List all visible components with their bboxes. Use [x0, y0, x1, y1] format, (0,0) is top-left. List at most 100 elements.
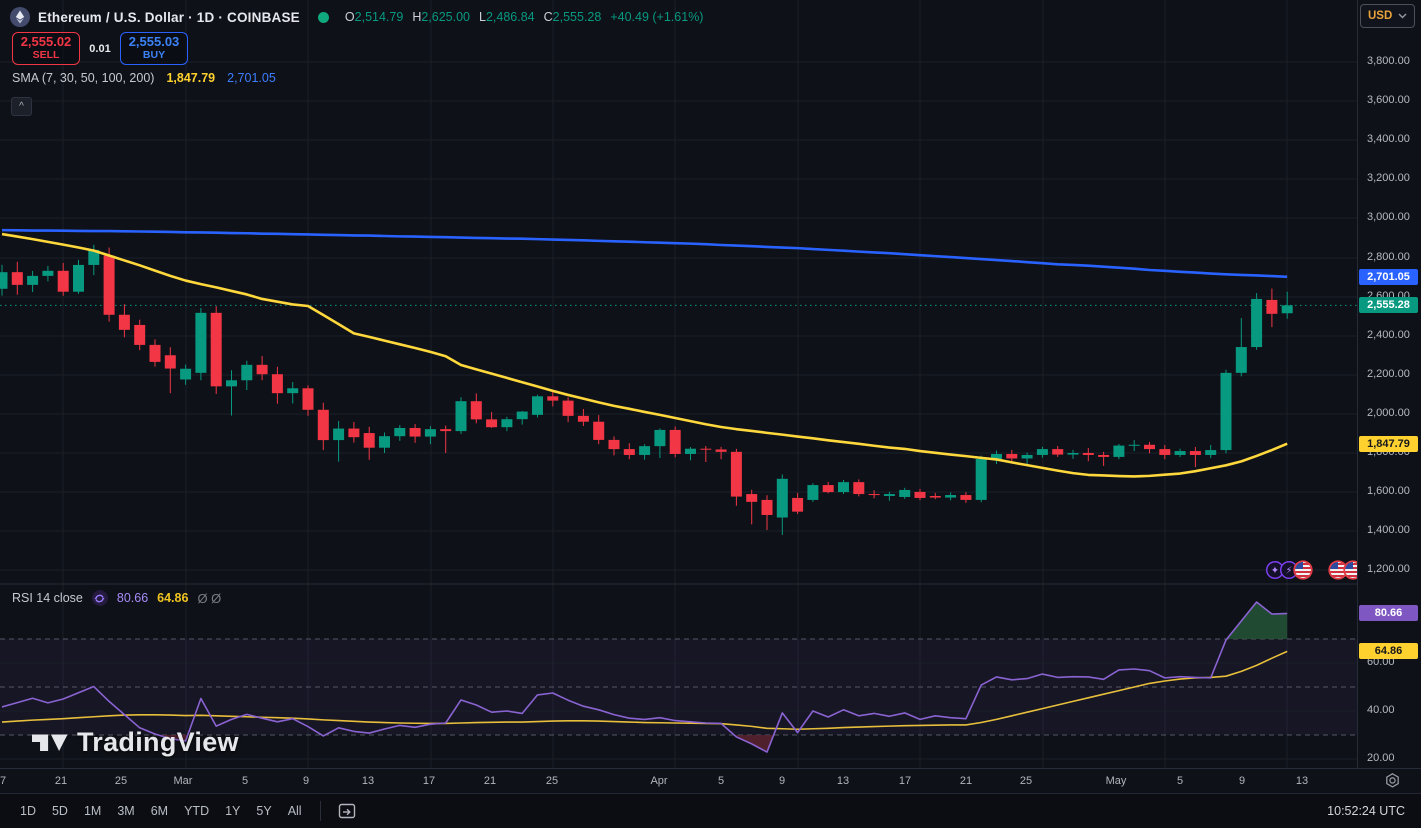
time-axis[interactable]: 7 21 25 Mar 5 9 13 17 21 25 Apr 5 9 13 17 21 25 May 5 9 13 — [0, 768, 1421, 794]
rsi-overbought-fill — [1226, 602, 1288, 639]
market-status-icon[interactable] — [317, 11, 329, 23]
range-button-6m[interactable]: 6M — [143, 799, 176, 823]
scale-label: 3,400.00 — [1367, 133, 1410, 145]
scale-settings-gear-icon[interactable] — [1384, 772, 1401, 794]
rsi-line — [1, 601, 1288, 753]
buy-price: 2,555.03 — [128, 34, 180, 50]
range-button-1y[interactable]: 1Y — [217, 799, 248, 823]
toolbar-divider — [319, 801, 321, 821]
range-button-1d[interactable]: 1D — [12, 799, 44, 823]
buy-button[interactable]: 2,555.03 BUY — [120, 32, 188, 65]
time-axis-label: 13 — [361, 775, 375, 787]
chevron-down-icon — [1398, 13, 1407, 19]
range-button-ytd[interactable]: YTD — [176, 799, 217, 823]
rsi-extra-values: Ø Ø — [197, 590, 222, 606]
range-button-5y[interactable]: 5Y — [248, 799, 279, 823]
open-value: 2,514.79 — [354, 10, 404, 24]
tradingview-watermark: TradingView — [32, 727, 239, 758]
rsi-ma-value: 64.86 — [157, 591, 189, 605]
range-button-all[interactable]: All — [280, 799, 310, 823]
tradingview-logo-icon — [32, 734, 68, 752]
scale-label: 20.00 — [1367, 752, 1395, 764]
order-panel: 2,555.02 SELL 0.01 2,555.03 BUY — [12, 32, 188, 65]
price-chart-canvas[interactable]: ✦ ⚡ — [0, 0, 1357, 768]
rsi-badge: 80.66 — [1359, 605, 1418, 621]
time-axis-label: 5 — [717, 775, 725, 787]
time-axis-label: Apr — [650, 775, 668, 787]
time-axis-label: 13 — [836, 775, 850, 787]
collapse-legend-button[interactable]: ^ — [11, 97, 32, 116]
ohlc-values: O2,514.79 H2,625.00 L2,486.84 C2,555.28 … — [344, 10, 704, 24]
go-to-date-button[interactable] — [331, 799, 363, 823]
time-axis-label: 5 — [241, 775, 249, 787]
spread-value: 0.01 — [89, 42, 111, 55]
time-axis-label: 25 — [545, 775, 559, 787]
timeframe-ranges: 1D 5D 1M 3M 6M YTD 1Y 5Y All — [12, 799, 310, 823]
calendar-arrow-icon — [338, 803, 355, 819]
time-axis-label: 21 — [959, 775, 973, 787]
us-flag-event-icon[interactable] — [1343, 560, 1357, 580]
currency-dropdown[interactable]: USD — [1360, 4, 1415, 28]
scale-label: 2,000.00 — [1367, 407, 1410, 419]
candles — [0, 244, 1293, 535]
time-axis-label: 25 — [1019, 775, 1033, 787]
time-axis-label: 21 — [483, 775, 497, 787]
time-axis-label: 9 — [778, 775, 786, 787]
rsi-legend[interactable]: RSI 14 close 80.66 64.86 Ø Ø — [12, 590, 222, 606]
ethereum-icon — [10, 7, 30, 27]
symbol-header[interactable]: Ethereum / U.S. Dollar · 1D · COINBASE O… — [10, 5, 703, 29]
rsi-ma-line — [1, 650, 1288, 731]
range-button-5d[interactable]: 5D — [44, 799, 76, 823]
low-value: 2,486.84 — [485, 10, 535, 24]
time-axis-label: Mar — [173, 775, 193, 787]
sell-button[interactable]: 2,555.02 SELL — [12, 32, 80, 65]
sma200-line — [1, 228, 1288, 279]
scale-label: 2,200.00 — [1367, 368, 1410, 380]
time-axis-label: 17 — [898, 775, 912, 787]
time-axis-label: 13 — [1295, 775, 1309, 787]
sma200-badge: 2,701.05 — [1359, 269, 1418, 285]
bottom-toolbar: 1D 5D 1M 3M 6M YTD 1Y 5Y All 10:52:24 UTC — [0, 793, 1421, 828]
scale-label: 1,600.00 — [1367, 485, 1410, 497]
time-axis-label: 5 — [1176, 775, 1184, 787]
scale-label: 3,600.00 — [1367, 94, 1410, 106]
range-button-1m[interactable]: 1M — [76, 799, 109, 823]
change-value: +40.49 (+1.61%) — [610, 10, 704, 24]
scale-label: 2,800.00 — [1367, 251, 1410, 263]
scale-label: 1,400.00 — [1367, 524, 1410, 536]
svg-text:✦: ✦ — [1271, 566, 1279, 577]
scale-label: 1,200.00 — [1367, 563, 1410, 575]
sma100-value: 1,847.79 — [166, 71, 216, 85]
sell-price: 2,555.02 — [20, 34, 72, 50]
sma200-value: 2,701.05 — [227, 71, 276, 85]
scale-label: 40.00 — [1367, 704, 1395, 716]
time-axis-label: 17 — [422, 775, 436, 787]
close-value: 2,555.28 — [552, 10, 602, 24]
scale-label: 3,200.00 — [1367, 172, 1410, 184]
time-axis-label: 7 — [0, 775, 7, 787]
time-axis-label: 21 — [54, 775, 68, 787]
time-axis-label: 9 — [302, 775, 310, 787]
last-price-badge: 2,555.28 — [1359, 297, 1418, 313]
clock-utc[interactable]: 10:52:24 UTC — [1327, 804, 1405, 818]
symbol-title[interactable]: Ethereum / U.S. Dollar · 1D · COINBASE — [38, 9, 300, 25]
indicator-refresh-icon[interactable] — [91, 590, 108, 606]
sma-legend[interactable]: SMA (7, 30, 50, 100, 200) 1,847.79 2,701… — [12, 71, 276, 85]
svg-text:⚡: ⚡ — [1285, 566, 1292, 577]
scale-label: 60.00 — [1367, 656, 1395, 668]
scale-label: 3,800.00 — [1367, 55, 1410, 67]
us-flag-event-icon[interactable] — [1293, 560, 1313, 580]
scale-label: 2,400.00 — [1367, 329, 1410, 341]
sma100-line — [1, 232, 1288, 478]
sma100-badge: 1,847.79 — [1359, 436, 1418, 452]
time-axis-label: 25 — [114, 775, 128, 787]
price-scale[interactable]: 3,800.00 3,600.00 3,400.00 3,200.00 3,000.00… — [1357, 0, 1421, 768]
time-axis-label: May — [1105, 775, 1127, 787]
rsi-oversold-fill — [734, 735, 774, 753]
range-button-3m[interactable]: 3M — [109, 799, 142, 823]
rsi-value: 80.66 — [116, 591, 149, 605]
high-value: 2,625.00 — [421, 10, 471, 24]
time-axis-label: 9 — [1238, 775, 1246, 787]
rsi-ma-badge: 64.86 — [1359, 643, 1418, 659]
